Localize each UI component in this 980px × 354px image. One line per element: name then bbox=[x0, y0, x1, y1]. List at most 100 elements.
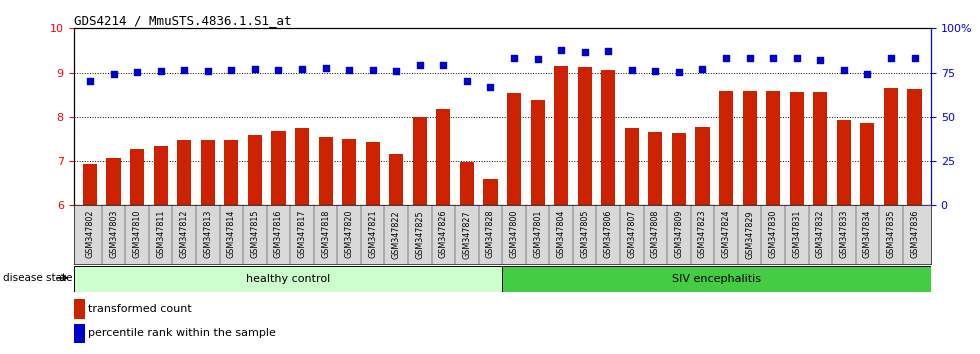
Bar bbox=[366, 143, 379, 205]
Bar bbox=[743, 91, 757, 205]
Bar bbox=[107, 159, 121, 205]
Point bbox=[129, 69, 145, 75]
Point bbox=[718, 55, 734, 61]
Text: GSM347827: GSM347827 bbox=[463, 210, 471, 259]
Text: GSM347825: GSM347825 bbox=[416, 210, 424, 259]
Bar bbox=[884, 88, 898, 205]
Point bbox=[223, 67, 239, 73]
Text: GSM347823: GSM347823 bbox=[698, 210, 707, 258]
Point bbox=[671, 69, 687, 75]
Point bbox=[742, 56, 758, 61]
Bar bbox=[766, 91, 780, 205]
Text: GSM347821: GSM347821 bbox=[368, 210, 377, 258]
Bar bbox=[389, 154, 404, 205]
Bar bbox=[502, 266, 931, 292]
Bar bbox=[507, 93, 521, 205]
Point bbox=[435, 62, 451, 68]
Bar bbox=[577, 67, 592, 205]
Bar bbox=[130, 149, 144, 205]
Bar bbox=[460, 162, 474, 205]
Text: GSM347800: GSM347800 bbox=[510, 210, 518, 258]
Bar bbox=[201, 140, 215, 205]
Bar bbox=[248, 135, 262, 205]
Bar bbox=[224, 140, 238, 205]
Point bbox=[482, 84, 498, 90]
Text: GSM347830: GSM347830 bbox=[768, 210, 778, 258]
Text: GSM347811: GSM347811 bbox=[156, 210, 166, 258]
Bar bbox=[601, 70, 615, 205]
Text: GSM347807: GSM347807 bbox=[627, 210, 636, 258]
Bar bbox=[74, 266, 502, 292]
Point bbox=[836, 67, 852, 73]
Text: GSM347834: GSM347834 bbox=[863, 210, 872, 258]
Point bbox=[176, 67, 192, 73]
Text: GSM347810: GSM347810 bbox=[132, 210, 141, 258]
Text: disease state: disease state bbox=[3, 273, 73, 283]
Point bbox=[530, 56, 546, 62]
Point bbox=[648, 68, 663, 74]
Point bbox=[412, 63, 427, 68]
Point bbox=[247, 66, 263, 72]
Text: GSM347818: GSM347818 bbox=[321, 210, 330, 258]
Text: GSM347805: GSM347805 bbox=[580, 210, 589, 258]
Bar bbox=[318, 137, 332, 205]
Text: GSM347808: GSM347808 bbox=[651, 210, 660, 258]
Bar bbox=[413, 117, 427, 205]
Bar bbox=[177, 140, 191, 205]
Bar bbox=[295, 128, 309, 205]
Text: GSM347826: GSM347826 bbox=[439, 210, 448, 258]
Text: GSM347822: GSM347822 bbox=[392, 210, 401, 259]
Text: healthy control: healthy control bbox=[246, 274, 330, 284]
Bar bbox=[837, 120, 851, 205]
Point bbox=[789, 56, 805, 61]
Bar bbox=[483, 179, 498, 205]
Point bbox=[294, 66, 310, 72]
Point bbox=[507, 56, 522, 61]
Point bbox=[812, 57, 828, 63]
Text: GSM347820: GSM347820 bbox=[345, 210, 354, 258]
Bar bbox=[83, 164, 97, 205]
Bar bbox=[530, 100, 545, 205]
Point bbox=[106, 72, 122, 77]
Text: transformed count: transformed count bbox=[88, 304, 192, 314]
Text: GSM347804: GSM347804 bbox=[557, 210, 565, 258]
Text: GSM347836: GSM347836 bbox=[910, 210, 919, 258]
Point bbox=[200, 68, 216, 74]
Text: GDS4214 / MmuSTS.4836.1.S1_at: GDS4214 / MmuSTS.4836.1.S1_at bbox=[74, 14, 291, 27]
Bar bbox=[696, 127, 710, 205]
Text: GSM347816: GSM347816 bbox=[274, 210, 283, 258]
Bar bbox=[719, 91, 733, 205]
Bar bbox=[907, 90, 921, 205]
Bar bbox=[625, 128, 639, 205]
Bar bbox=[271, 131, 285, 205]
Point bbox=[906, 56, 922, 61]
Text: GSM347831: GSM347831 bbox=[792, 210, 802, 258]
Text: GSM347835: GSM347835 bbox=[887, 210, 896, 258]
Bar bbox=[436, 109, 451, 205]
Point bbox=[883, 55, 899, 61]
Point bbox=[601, 48, 616, 54]
Text: GSM347812: GSM347812 bbox=[179, 210, 189, 258]
Point bbox=[388, 68, 404, 74]
Point bbox=[765, 55, 781, 61]
Text: SIV encephalitis: SIV encephalitis bbox=[672, 274, 761, 284]
Bar bbox=[790, 92, 804, 205]
Text: percentile rank within the sample: percentile rank within the sample bbox=[88, 329, 276, 338]
Text: GSM347815: GSM347815 bbox=[251, 210, 260, 258]
Bar bbox=[813, 92, 827, 205]
Text: GSM347803: GSM347803 bbox=[109, 210, 118, 258]
Text: GSM347802: GSM347802 bbox=[85, 210, 94, 258]
Point bbox=[82, 79, 98, 84]
Text: GSM347814: GSM347814 bbox=[226, 210, 236, 258]
Point bbox=[577, 49, 593, 55]
Text: GSM347813: GSM347813 bbox=[203, 210, 213, 258]
Point bbox=[459, 78, 474, 83]
Text: GSM347806: GSM347806 bbox=[604, 210, 612, 258]
Point bbox=[859, 72, 875, 77]
Text: GSM347833: GSM347833 bbox=[839, 210, 849, 258]
Text: GSM347824: GSM347824 bbox=[721, 210, 730, 258]
Text: GSM347828: GSM347828 bbox=[486, 210, 495, 258]
Point bbox=[153, 68, 169, 74]
Point bbox=[341, 67, 357, 73]
Bar bbox=[649, 132, 662, 205]
